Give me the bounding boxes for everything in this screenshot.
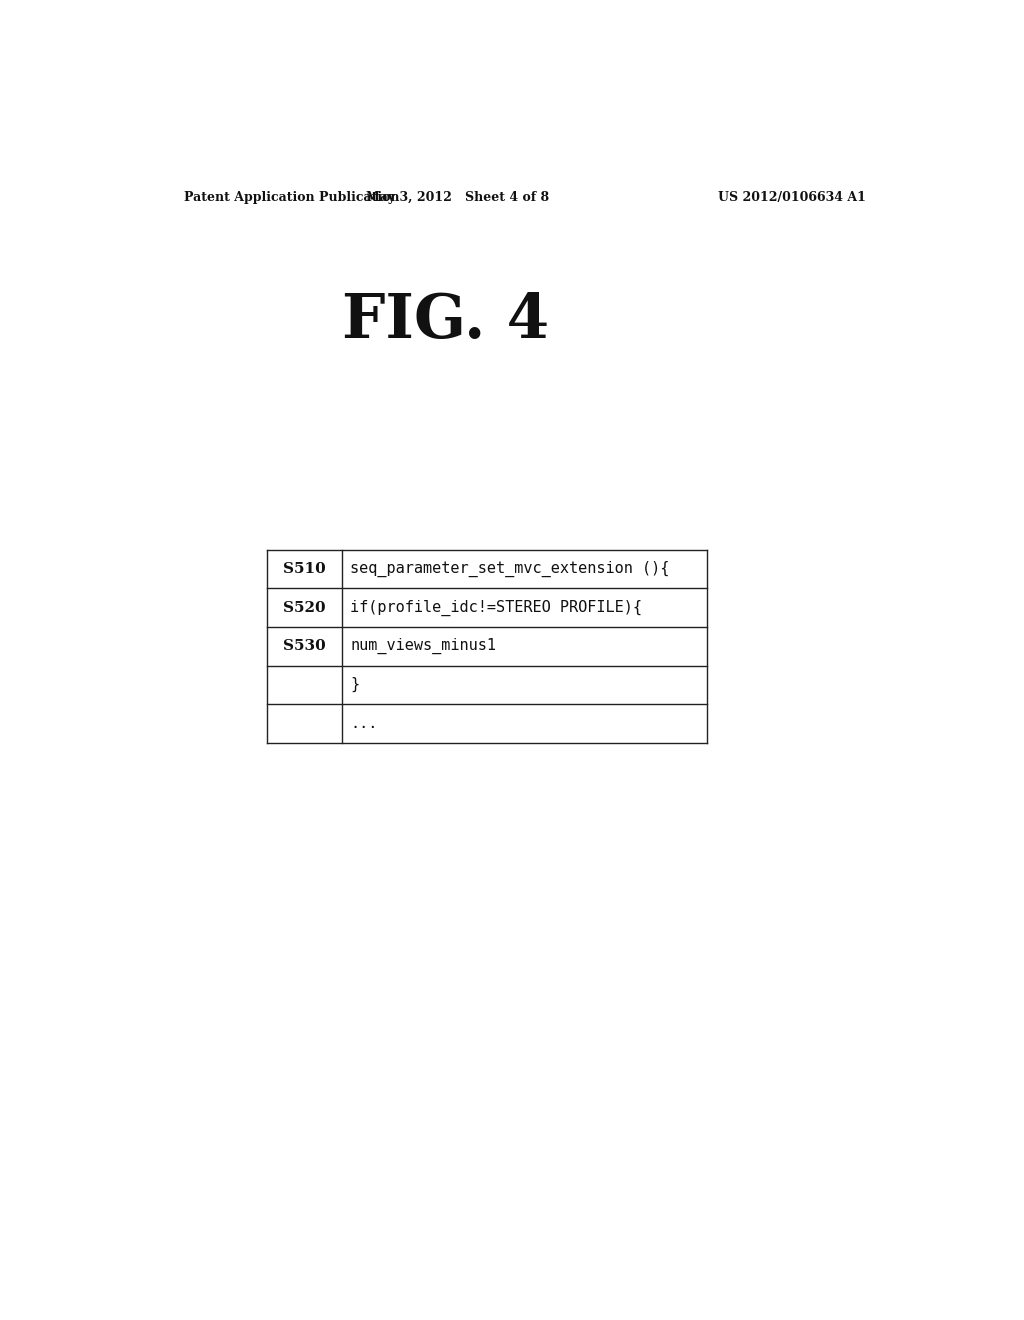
Text: S520: S520	[284, 601, 326, 615]
Text: FIG. 4: FIG. 4	[342, 290, 549, 351]
Text: S530: S530	[284, 639, 326, 653]
Text: Patent Application Publication: Patent Application Publication	[183, 190, 399, 203]
Text: May 3, 2012   Sheet 4 of 8: May 3, 2012 Sheet 4 of 8	[366, 190, 549, 203]
Text: US 2012/0106634 A1: US 2012/0106634 A1	[718, 190, 866, 203]
Text: seq_parameter_set_mvc_extension (){: seq_parameter_set_mvc_extension (){	[350, 561, 670, 577]
Text: S510: S510	[284, 562, 326, 576]
Text: }: }	[350, 677, 359, 693]
Text: ...: ...	[350, 715, 378, 731]
Text: num_views_minus1: num_views_minus1	[350, 638, 497, 655]
Text: if(profile_idc!=STEREO PROFILE){: if(profile_idc!=STEREO PROFILE){	[350, 599, 642, 615]
